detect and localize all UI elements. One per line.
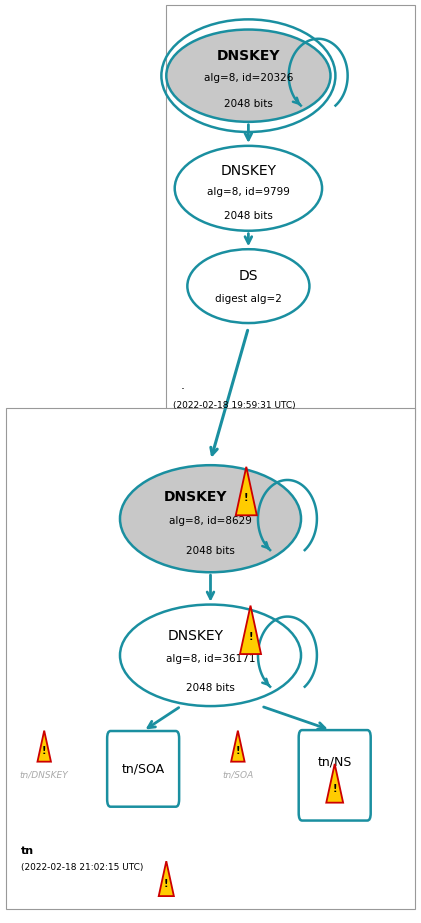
Text: DNSKEY: DNSKEY (217, 49, 280, 64)
Text: !: ! (164, 879, 168, 889)
Ellipse shape (187, 249, 309, 323)
Polygon shape (231, 731, 245, 761)
Ellipse shape (175, 146, 322, 231)
Polygon shape (240, 605, 261, 654)
Text: 2048 bits: 2048 bits (186, 683, 235, 693)
FancyBboxPatch shape (107, 731, 179, 807)
Text: alg=8, id=9799: alg=8, id=9799 (207, 186, 290, 197)
Text: DS: DS (239, 269, 258, 282)
Text: 2048 bits: 2048 bits (224, 100, 273, 109)
Ellipse shape (120, 605, 301, 706)
Text: tn: tn (21, 845, 34, 856)
Text: alg=8, id=20326: alg=8, id=20326 (204, 73, 293, 83)
Text: alg=8, id=36171: alg=8, id=36171 (166, 654, 255, 665)
Text: DNSKEY: DNSKEY (164, 490, 227, 504)
Polygon shape (236, 467, 257, 515)
FancyBboxPatch shape (166, 5, 415, 420)
Polygon shape (326, 764, 343, 803)
Text: !: ! (42, 746, 46, 756)
Ellipse shape (166, 30, 330, 122)
FancyBboxPatch shape (299, 730, 371, 821)
Text: alg=8, id=8629: alg=8, id=8629 (169, 516, 252, 526)
Text: 2048 bits: 2048 bits (186, 545, 235, 556)
Polygon shape (37, 731, 51, 761)
Polygon shape (159, 861, 174, 896)
Text: !: ! (333, 784, 337, 794)
Text: (2022-02-18 19:59:31 UTC): (2022-02-18 19:59:31 UTC) (173, 401, 295, 410)
Text: (2022-02-18 21:02:15 UTC): (2022-02-18 21:02:15 UTC) (21, 863, 144, 872)
Text: tn/SOA: tn/SOA (222, 771, 253, 780)
Text: digest alg=2: digest alg=2 (215, 294, 282, 304)
Text: DNSKEY: DNSKEY (220, 164, 277, 178)
Text: .: . (181, 379, 185, 392)
Text: !: ! (236, 746, 240, 756)
Text: tn/DNSKEY: tn/DNSKEY (20, 771, 69, 780)
Ellipse shape (120, 465, 301, 572)
Text: tn/SOA: tn/SOA (122, 762, 165, 775)
Text: 2048 bits: 2048 bits (224, 210, 273, 221)
Text: DNSKEY: DNSKEY (168, 629, 224, 643)
Text: tn/NS: tn/NS (317, 755, 352, 768)
FancyBboxPatch shape (6, 408, 415, 909)
Text: !: ! (248, 631, 253, 641)
Text: !: ! (244, 493, 248, 503)
